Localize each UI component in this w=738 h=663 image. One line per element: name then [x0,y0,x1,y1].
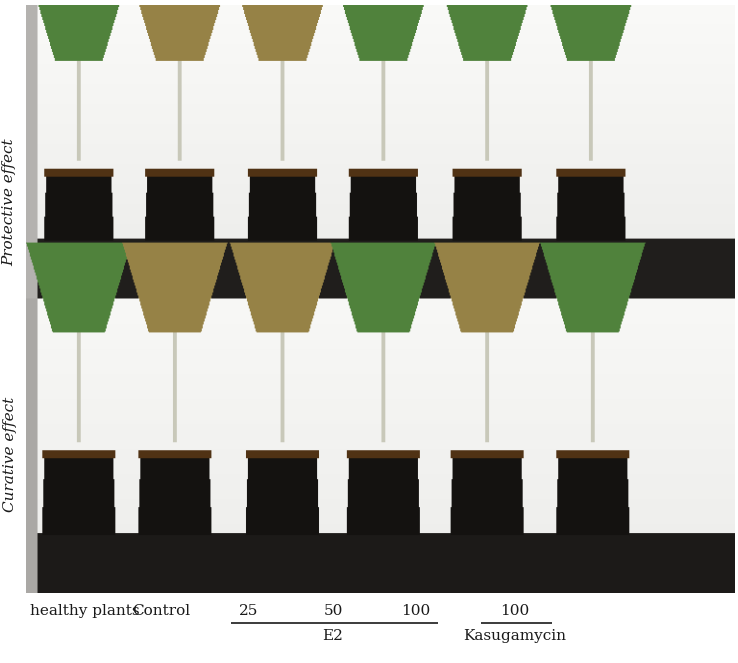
Text: 50: 50 [324,604,343,619]
Text: Control: Control [132,604,190,619]
Text: 100: 100 [401,604,430,619]
Text: Protective effect: Protective effect [3,139,16,266]
Text: healthy plants: healthy plants [30,604,139,619]
Text: 100: 100 [500,604,529,619]
Text: Kasugamycin: Kasugamycin [463,629,566,644]
Text: Curative effect: Curative effect [3,396,16,512]
Text: 25: 25 [239,604,258,619]
Text: E2: E2 [322,629,342,644]
